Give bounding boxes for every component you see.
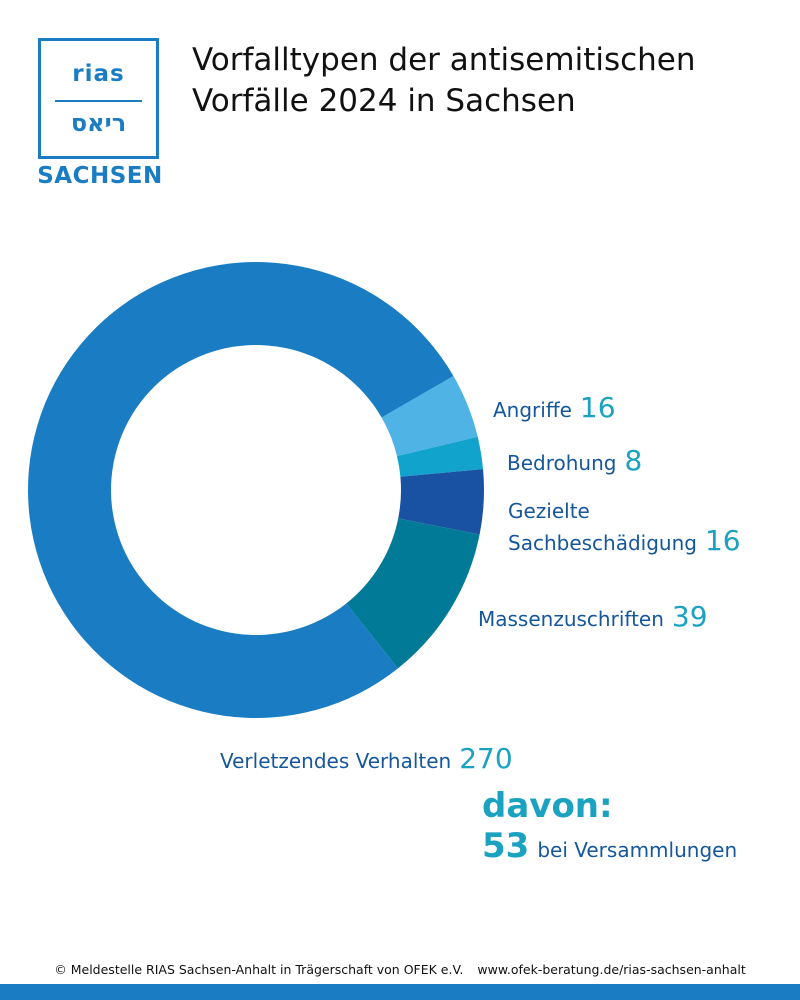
logo-hebrew-text: ריאס (70, 109, 127, 137)
logo-divider (55, 100, 142, 102)
label-verletz-name: Verletzendes Verhalten (220, 749, 452, 773)
donut-slice-gezielte-sachbeschädigung (398, 469, 484, 535)
label-bedrohung-value: 8 (624, 444, 643, 477)
chart-title: Vorfalltypen der antisemitischen Vorfäll… (192, 40, 772, 122)
donut-slice-angriffe (381, 376, 478, 457)
subset-label: davon: (482, 786, 613, 826)
footer-copyright: © Meldestelle RIAS Sachsen-Anhalt in Trä… (54, 962, 464, 977)
label-sach-line-2: Sachbeschädigung (508, 531, 697, 555)
label-verletzendes-verhalten: Verletzendes Verhalten 270 (220, 742, 513, 775)
label-sachbeschaedigung: Gezielte Sachbeschädigung 16 (508, 496, 741, 558)
logo-latin-text: rias (72, 61, 125, 87)
label-bedrohung-name: Bedrohung (507, 451, 617, 475)
label-massenzuschriften: Massenzuschriften 39 (478, 600, 708, 633)
label-sach-value: 16 (704, 524, 741, 557)
footer-url: www.ofek-beratung.de/rias-sachsen-anhalt (477, 962, 746, 977)
footer: © Meldestelle RIAS Sachsen-Anhalt in Trä… (0, 962, 800, 977)
donut-slice-massenzuschriften (346, 518, 480, 669)
label-angriffe-name: Angriffe (493, 398, 572, 422)
label-sach-line-1: Gezielte (508, 499, 590, 523)
label-angriffe: Angriffe 16 (493, 391, 616, 424)
subset-value: 53 (482, 826, 530, 866)
chart-title-line-1: Vorfalltypen der antisemitischen (192, 42, 696, 78)
label-bedrohung: Bedrohung 8 (507, 444, 642, 477)
label-massen-value: 39 (671, 600, 708, 633)
label-massen-name: Massenzuschriften (478, 607, 664, 631)
footer-bar (0, 984, 800, 1000)
label-angriffe-value: 16 (579, 391, 616, 424)
label-verletz-value: 270 (459, 742, 513, 775)
subset-text: bei Versammlungen (537, 838, 738, 862)
rias-logo: rias ריאס (38, 38, 159, 159)
subset-row: 53 bei Versammlungen (482, 826, 737, 866)
donut-slice-bedrohung (396, 436, 484, 477)
donut-slice-verletzendes-verhalten (27, 261, 454, 718)
logo-region-text: SACHSEN (37, 163, 163, 189)
chart-title-line-2: Vorfälle 2024 in Sachsen (192, 83, 576, 119)
